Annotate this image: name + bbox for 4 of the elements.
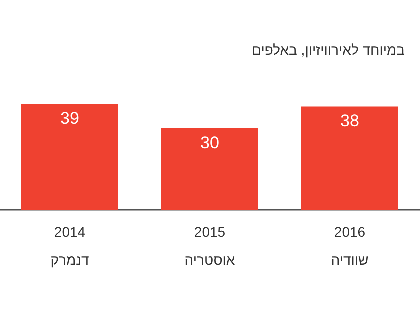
data-label: 39 xyxy=(60,109,80,128)
data-label: 30 xyxy=(200,133,220,152)
chart-title: במיוחד לאירוויזיון, באלפים xyxy=(252,42,406,58)
data-label: 38 xyxy=(340,112,360,131)
